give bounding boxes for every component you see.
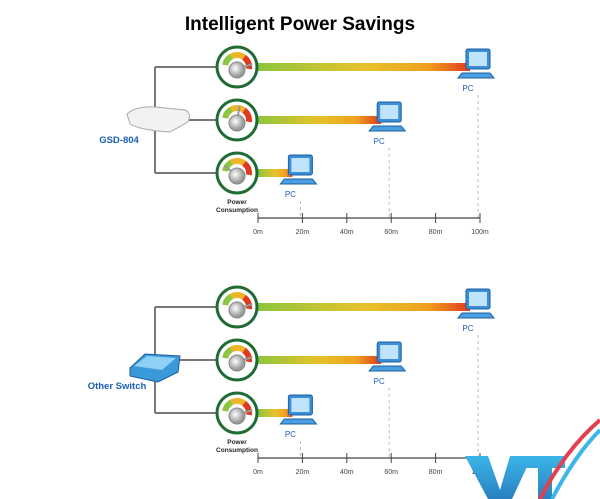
port-row: [215, 151, 301, 218]
pc-keyboard: [279, 418, 318, 425]
axis-tick-label: 0m: [253, 229, 263, 236]
gauge-caption: Power: [227, 439, 247, 446]
pc-screen: [380, 105, 399, 119]
vtx-logo-swoosh-blue: [550, 428, 600, 499]
power-gauge-icon: [222, 105, 252, 123]
cable-bar: [258, 356, 382, 364]
gauge-red: [242, 54, 252, 70]
power-gauge-icon: [222, 158, 252, 176]
cable-bar: [258, 116, 382, 124]
switch-top: [134, 356, 176, 370]
gauge-yellow: [230, 158, 246, 166]
axis-tick-label: 20m: [296, 229, 310, 236]
gauge-green: [222, 53, 234, 66]
gauge-yellow: [230, 105, 246, 113]
power-gauge-icon: [222, 345, 252, 363]
gauge-caption: Power: [227, 199, 247, 206]
port-row: [215, 45, 479, 218]
gauge-red: [242, 160, 252, 176]
gauge-caption: Consumption: [216, 207, 258, 214]
axis-tick-label: 0m: [253, 469, 263, 476]
axis-tick-label: 40m: [340, 469, 354, 476]
gauge-knob: [228, 167, 246, 185]
gauge-green: [222, 159, 234, 172]
axis-tick-label: 40m: [340, 229, 354, 236]
gauge-caption: Consumption: [216, 447, 258, 454]
gauge-red: [242, 107, 252, 123]
pc-keyboard: [368, 125, 407, 132]
pc-label: PC: [462, 84, 473, 93]
gauge-knob: [228, 61, 246, 79]
pc-keyboard: [456, 312, 496, 319]
pc-keyboard: [456, 72, 496, 79]
port-row: [215, 98, 390, 218]
cable-bar: [258, 63, 470, 71]
power-gauge-icon: [222, 292, 252, 310]
gauge-green: [222, 293, 234, 306]
port-row: [215, 391, 301, 458]
pc-screen: [380, 345, 399, 359]
gauge-knob: [228, 407, 246, 425]
pc-icon: PC: [279, 394, 318, 439]
gauge-green: [222, 106, 234, 119]
port-row: [215, 285, 479, 458]
gauge-red: [242, 400, 252, 416]
vtx-logo-swoosh-red: [538, 418, 600, 499]
gauge-yellow: [230, 52, 246, 60]
pc-icon: PC: [279, 154, 318, 199]
gauge-red: [242, 347, 252, 363]
axis-tick-label: 100m: [471, 229, 489, 236]
gauge-yellow: [230, 292, 246, 300]
pc-screen: [291, 398, 310, 412]
pc-icon: PC: [368, 101, 407, 146]
axis-tick-label: 80m: [429, 469, 443, 476]
diagram-title: Intelligent Power Savings: [185, 14, 415, 35]
gauge-knob: [228, 114, 246, 132]
port-row: [215, 338, 390, 458]
gauge-green: [222, 399, 234, 412]
pc-keyboard: [279, 178, 318, 185]
power-gauge-icon: [222, 398, 252, 416]
pc-screen: [469, 52, 487, 66]
cable-bar: [258, 303, 470, 311]
pc-label: PC: [462, 324, 473, 333]
pc-icon: PC: [456, 288, 496, 333]
gauge-yellow: [230, 345, 246, 353]
pc-icon: PC: [368, 341, 407, 386]
pc-label: PC: [285, 430, 296, 439]
gauge-knob: [228, 354, 246, 372]
vtx-logo-letters: [465, 456, 565, 499]
axis-tick-label: 80m: [429, 229, 443, 236]
gauge-yellow: [230, 398, 246, 406]
axis-tick-label: 60m: [384, 229, 398, 236]
gauge-knob: [228, 301, 246, 319]
axis-tick-label: 20m: [296, 469, 310, 476]
device-label: GSD-804: [99, 135, 139, 146]
power-gauge-icon: [222, 52, 252, 70]
vtx-logo: [465, 418, 600, 499]
pc-label: PC: [374, 377, 385, 386]
pc-label: PC: [374, 137, 385, 146]
device-label: Other Switch: [88, 381, 147, 392]
pc-screen: [291, 158, 310, 172]
pc-screen: [469, 292, 487, 306]
gauge-green: [222, 346, 234, 359]
switch-device-icon: [126, 106, 190, 133]
cable-bar: [258, 409, 293, 417]
pc-keyboard: [368, 365, 407, 372]
pc-label: PC: [285, 190, 296, 199]
gauge-red: [242, 294, 252, 310]
axis-tick-label: 60m: [384, 469, 398, 476]
cable-bar: [258, 169, 293, 177]
pc-icon: PC: [456, 48, 496, 93]
